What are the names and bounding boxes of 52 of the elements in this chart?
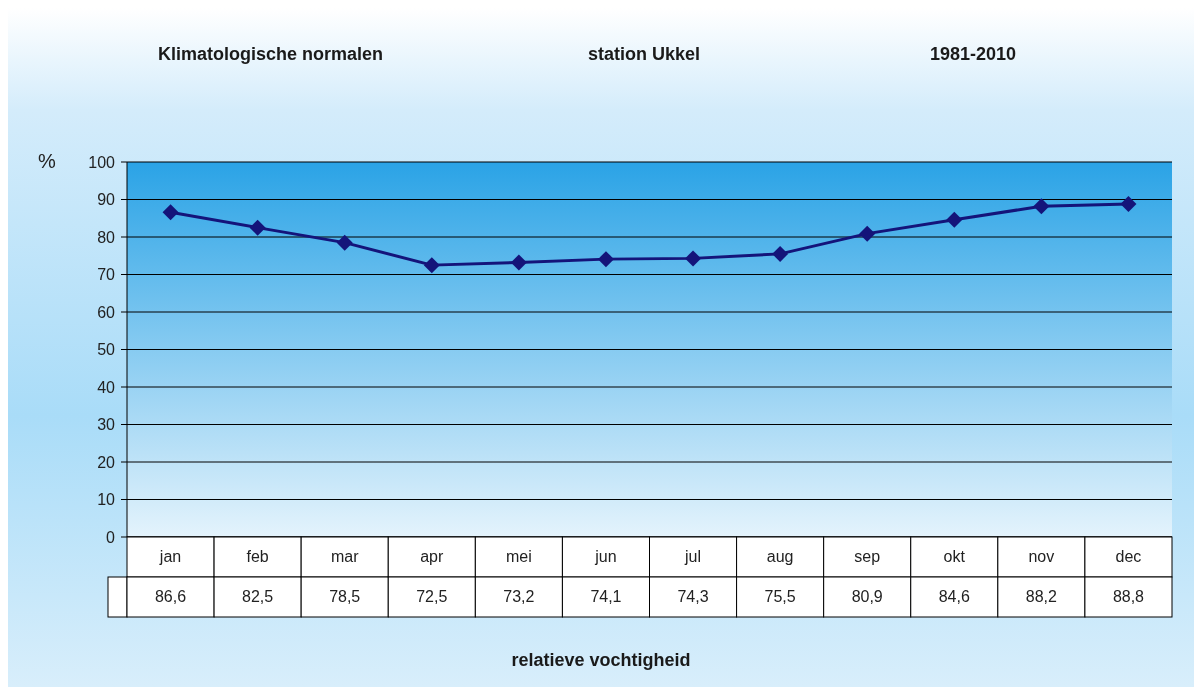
- x-tick-label: jun: [594, 548, 617, 565]
- x-tick-label: mar: [330, 548, 360, 565]
- point: [423, 257, 440, 274]
- point: [859, 225, 876, 242]
- data-label: 82,5: [242, 588, 274, 605]
- data-label: 75,5: [764, 588, 796, 605]
- point: [946, 211, 963, 228]
- point: [597, 251, 614, 268]
- point: [685, 250, 702, 267]
- y-tick-label: 80: [97, 228, 116, 246]
- y-tick-label: 50: [97, 341, 116, 359]
- data-label: 88,2: [1025, 588, 1058, 605]
- x-tick-label: dec: [1115, 548, 1142, 565]
- point: [772, 245, 789, 262]
- chart-title: Klimatologische normalen: [158, 44, 384, 65]
- data-label: 74,1: [590, 588, 622, 605]
- x-axis-title: relatieve vochtigheid: [510, 650, 692, 671]
- x-tick-label: sep: [854, 548, 881, 565]
- x-tick-label: jan: [158, 548, 182, 565]
- y-tick-label: 100: [88, 153, 116, 171]
- data-label: 88,8: [1112, 588, 1145, 605]
- point: [1033, 198, 1050, 215]
- x-tick-label: mei: [505, 548, 532, 565]
- y-tick-label: 40: [97, 378, 116, 396]
- point: [336, 234, 353, 251]
- point: [510, 254, 527, 271]
- data-label: 86,6: [154, 588, 187, 605]
- data-label: 78,5: [329, 588, 361, 605]
- y-tick-label: 30: [97, 416, 116, 434]
- data-label: 84,6: [938, 588, 970, 605]
- x-tick-label: aug: [766, 548, 794, 565]
- data-label: 72,5: [416, 588, 448, 605]
- x-tick-label: feb: [246, 548, 269, 565]
- point: [1120, 196, 1137, 212]
- y-axis-title: %: [38, 150, 56, 173]
- chart-subtitle: station Ukkel: [588, 44, 701, 65]
- x-tick-label: apr: [420, 548, 445, 565]
- x-tick-label: okt: [943, 548, 966, 565]
- x-tick-label: jul: [684, 548, 702, 565]
- y-tick-label: 70: [97, 266, 116, 284]
- data-label: 74,3: [677, 588, 709, 605]
- data-label: 80,9: [851, 588, 883, 605]
- y-tick-label: 20: [97, 453, 116, 471]
- y-tick-label: 60: [97, 303, 116, 321]
- data-label: 73,2: [503, 588, 535, 605]
- y-tick-label: 10: [97, 491, 116, 509]
- point: [162, 204, 179, 221]
- y-tick-label: 0: [106, 528, 116, 546]
- x-tick-label: nov: [1028, 548, 1055, 565]
- point: [249, 219, 266, 236]
- y-tick-label: 90: [97, 191, 116, 209]
- text: 1981-2010: [930, 44, 1017, 65]
